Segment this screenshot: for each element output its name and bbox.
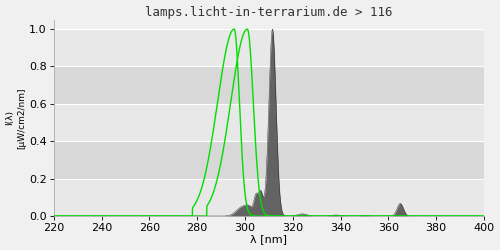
Y-axis label: I(λ)
[µW/cm2/nm]: I(λ) [µW/cm2/nm] <box>6 87 26 149</box>
Bar <box>54 141 484 179</box>
Title: lamps.licht-in-terrarium.de > 116: lamps.licht-in-terrarium.de > 116 <box>145 6 392 18</box>
Bar <box>54 179 484 216</box>
Bar <box>54 66 484 104</box>
Bar <box>54 104 484 141</box>
X-axis label: λ [nm]: λ [nm] <box>250 234 288 244</box>
Bar <box>54 29 484 66</box>
